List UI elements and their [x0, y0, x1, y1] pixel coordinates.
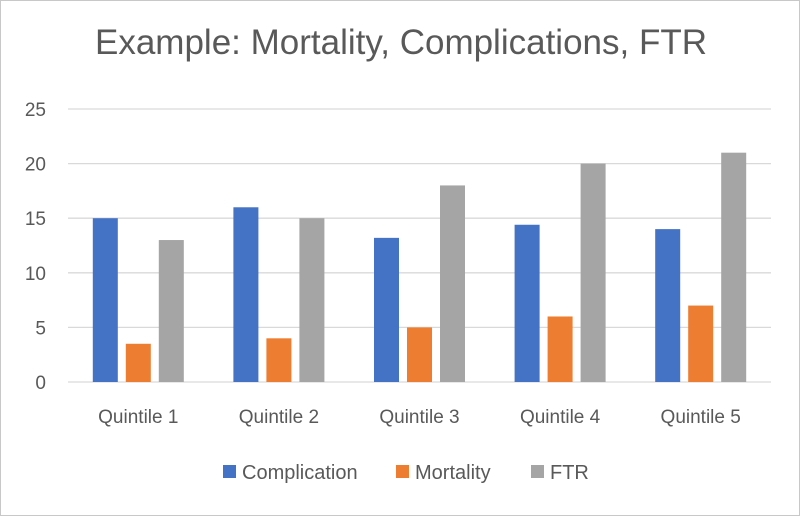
legend-label-ftr: FTR	[550, 462, 589, 484]
legend-swatch-complication	[223, 465, 236, 478]
legend: Complication Mortality FTR	[223, 462, 589, 484]
bar-complication-3	[374, 237, 399, 382]
bar-mortality-1	[125, 343, 151, 382]
chart-title: Example: Mortality, Complications, FTR	[94, 23, 707, 62]
bar-complication-2	[233, 207, 259, 382]
bar-mortality-2	[266, 338, 292, 382]
y-tick-label: 0	[35, 373, 46, 394]
bar-ftr-5	[721, 152, 747, 382]
x-tick-label: Quintile 1	[98, 407, 178, 428]
bar-complication-5	[655, 229, 681, 382]
bar-mortality-5	[688, 305, 714, 382]
y-tick-label: 10	[25, 264, 46, 285]
bar-ftr-1	[158, 240, 184, 382]
x-axis-ticks: Quintile 1 Quintile 2 Quintile 3 Quintile 4…	[98, 407, 741, 428]
x-tick-label: Quintile 5	[661, 407, 741, 428]
bar-ftr-3	[440, 185, 465, 382]
y-tick-label: 25	[25, 100, 46, 121]
legend-label-complication: Complication	[242, 462, 358, 484]
x-tick-label: Quintile 4	[520, 407, 601, 428]
y-tick-label: 15	[25, 209, 46, 230]
y-tick-label: 20	[25, 155, 46, 176]
bar-ftr-2	[299, 218, 325, 382]
x-tick-label: Quintile 3	[379, 407, 459, 428]
legend-swatch-ftr	[531, 465, 544, 478]
bar-ftr-4	[580, 163, 606, 382]
legend-label-mortality: Mortality	[415, 462, 491, 484]
bar-mortality-4	[547, 316, 573, 382]
bar-complication-1	[92, 218, 118, 382]
bars	[92, 152, 747, 382]
bar-complication-4	[514, 224, 540, 382]
y-tick-label: 5	[35, 318, 46, 339]
y-axis-ticks: 0 5 10 15 20 25	[25, 100, 46, 394]
bar-mortality-3	[407, 327, 432, 382]
x-tick-label: Quintile 2	[239, 407, 319, 428]
legend-swatch-mortality	[396, 465, 409, 478]
